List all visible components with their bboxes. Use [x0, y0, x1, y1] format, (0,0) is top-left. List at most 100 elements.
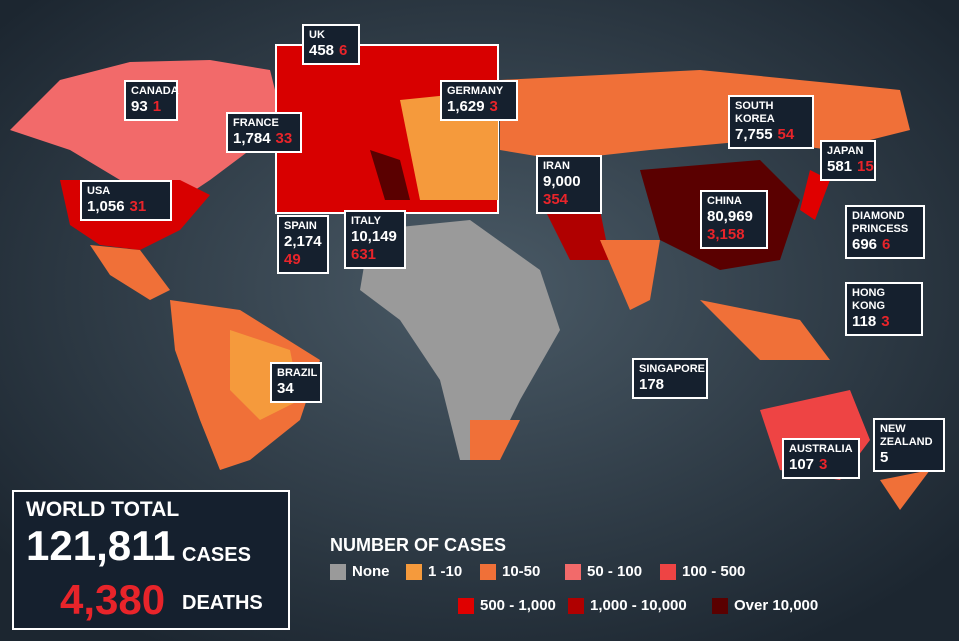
total-cases: 121,811: [26, 522, 176, 569]
africa: [360, 220, 560, 460]
deaths: 3: [489, 98, 498, 115]
country-name: JAPAN: [827, 145, 864, 157]
figures: 80,969 3,158: [707, 208, 761, 244]
deaths: 15: [857, 158, 874, 175]
cases: 118: [852, 313, 877, 330]
world-total-title: WORLD TOTAL: [26, 498, 180, 521]
japan: [800, 170, 830, 220]
cases: 5: [880, 449, 889, 466]
figures: 34: [277, 380, 315, 398]
figures: 178: [639, 376, 701, 394]
world-total: WORLD TOTAL 121,811 CASES 4,380 DEATHS: [12, 490, 290, 630]
figures: 581 15: [827, 158, 874, 176]
legend-item: None: [330, 563, 390, 580]
country-name: CHINA: [707, 195, 742, 207]
legend-item: Over 10,000: [712, 597, 818, 614]
cases: 581: [827, 158, 853, 175]
legend-swatch: [568, 597, 584, 614]
cases: 10,149: [351, 228, 397, 245]
country-name: SOUTH KOREA: [735, 100, 775, 125]
callout: DIAMOND PRINCESS 696 6: [845, 205, 925, 259]
legend-label: 50 - 100: [587, 563, 643, 580]
legend-swatch: [406, 563, 422, 580]
figures: 10,149 631: [351, 228, 399, 264]
country-name: FRANCE: [233, 117, 279, 129]
callout: UK 458 6: [302, 24, 360, 65]
cases: 458: [309, 42, 335, 59]
southeast-asia: [700, 300, 830, 360]
mexico: [90, 245, 170, 300]
cases: 107: [789, 456, 815, 473]
deaths: 49: [284, 251, 301, 268]
cases: 696: [852, 236, 878, 253]
country-name: CANADA: [131, 85, 179, 97]
canada: [10, 60, 280, 200]
legend-swatch: [660, 563, 676, 580]
figures: 1,629 3: [447, 98, 511, 116]
figures: 696 6: [852, 236, 918, 254]
figures: 5: [880, 449, 938, 467]
legend-swatch: [330, 563, 346, 580]
legend-item: 50 - 100: [565, 563, 642, 580]
deaths: 31: [129, 198, 147, 215]
deaths: 3: [881, 313, 890, 330]
callout: GERMANY 1,629 3: [440, 80, 518, 121]
legend-label: 1 -10: [428, 563, 463, 580]
cases: 178: [639, 376, 665, 393]
cases-label: CASES: [182, 544, 251, 566]
deaths: 33: [275, 130, 293, 147]
legend-item: 100 - 500: [660, 563, 745, 580]
legend-item: 10-50: [480, 563, 540, 580]
cases: 1,056: [87, 198, 125, 215]
cases: 9,000: [543, 173, 581, 190]
country-name: BRAZIL: [277, 367, 318, 379]
deaths: 54: [777, 126, 795, 143]
callout: SOUTH KOREA 7,755 54: [728, 95, 814, 149]
country-name: DIAMOND PRINCESS: [852, 210, 909, 235]
figures: 9,000 354: [543, 173, 595, 209]
deaths: 1: [152, 98, 162, 115]
callout: CANADA 93 1: [124, 80, 179, 121]
country-name: GERMANY: [447, 85, 504, 97]
legend-label: 500 - 1,000: [480, 597, 556, 614]
legend-swatch: [712, 597, 728, 614]
figures: 7,755 54: [735, 126, 807, 144]
figures: 107 3: [789, 456, 853, 474]
callout: SPAIN 2,174 49: [277, 215, 329, 274]
total-deaths: 4,380: [60, 576, 166, 623]
country-name: SINGAPORE: [639, 363, 706, 375]
legend-label: 100 - 500: [682, 563, 746, 580]
callout: FRANCE 1,784 33: [226, 112, 302, 153]
legend-label: Over 10,000: [734, 597, 819, 614]
cases: 34: [277, 380, 294, 397]
callout: IRAN 9,000 354: [536, 155, 602, 214]
callout: SINGAPORE 178: [632, 358, 708, 399]
figures: 93 1: [131, 98, 171, 116]
legend-title: NUMBER OF CASES: [330, 535, 507, 555]
legend: NUMBER OF CASES None 1 -10 10-50 50 - 100 10…: [330, 535, 818, 614]
south-africa: [470, 420, 520, 460]
figures: 1,056 31: [87, 198, 165, 216]
legend-label: None: [352, 563, 390, 580]
cases: 7,755: [735, 126, 773, 143]
italy: [370, 150, 410, 200]
deaths: 354: [543, 191, 569, 208]
cases: 1,784: [233, 130, 271, 147]
cases: 80,969: [707, 208, 753, 225]
callout: BRAZIL 34: [270, 362, 322, 403]
iran: [540, 200, 610, 260]
deaths-label: DEATHS: [182, 592, 263, 614]
callout: CHINA 80,969 3,158: [700, 190, 768, 249]
figures: 2,174 49: [284, 233, 322, 269]
figures: 458 6: [309, 42, 353, 60]
deaths: 3,158: [707, 226, 745, 243]
legend-swatch: [458, 597, 474, 614]
country-name: UK: [309, 29, 325, 41]
cases: 2,174: [284, 233, 322, 250]
country-name: USA: [87, 185, 111, 197]
legend-label: 10-50: [502, 563, 541, 580]
deaths: 631: [351, 246, 377, 263]
legend-item: 1 -10: [406, 563, 462, 580]
country-name: ITALY: [351, 215, 381, 227]
